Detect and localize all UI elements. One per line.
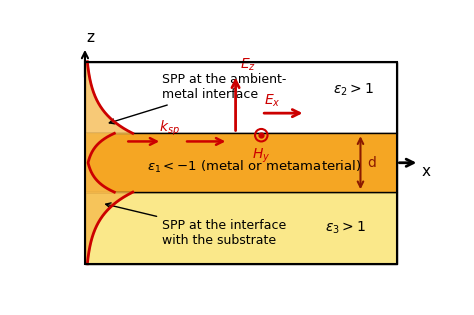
Bar	[85, 192, 397, 264]
Text: SPP at the ambient-
metal interface: SPP at the ambient- metal interface	[109, 73, 286, 124]
Text: $k_{sp}$: $k_{sp}$	[159, 118, 180, 138]
Text: $H_y$: $H_y$	[252, 146, 271, 164]
Bar	[85, 62, 397, 133]
Text: SPP at the interface
with the substrate: SPP at the interface with the substrate	[106, 203, 286, 247]
Text: $E_z$: $E_z$	[240, 56, 256, 73]
Text: $\varepsilon_1 < -1$ (metal or metamaterial): $\varepsilon_1 < -1$ (metal or metamater…	[147, 159, 361, 175]
Bar	[85, 133, 397, 192]
Text: x: x	[421, 164, 430, 180]
Text: $\varepsilon_3 > 1$: $\varepsilon_3 > 1$	[326, 220, 366, 236]
Text: $E_x$: $E_x$	[264, 92, 281, 109]
Text: $\varepsilon_2 > 1$: $\varepsilon_2 > 1$	[333, 82, 374, 98]
Text: z: z	[87, 30, 95, 45]
Text: d: d	[367, 156, 376, 170]
Bar	[85, 62, 397, 264]
